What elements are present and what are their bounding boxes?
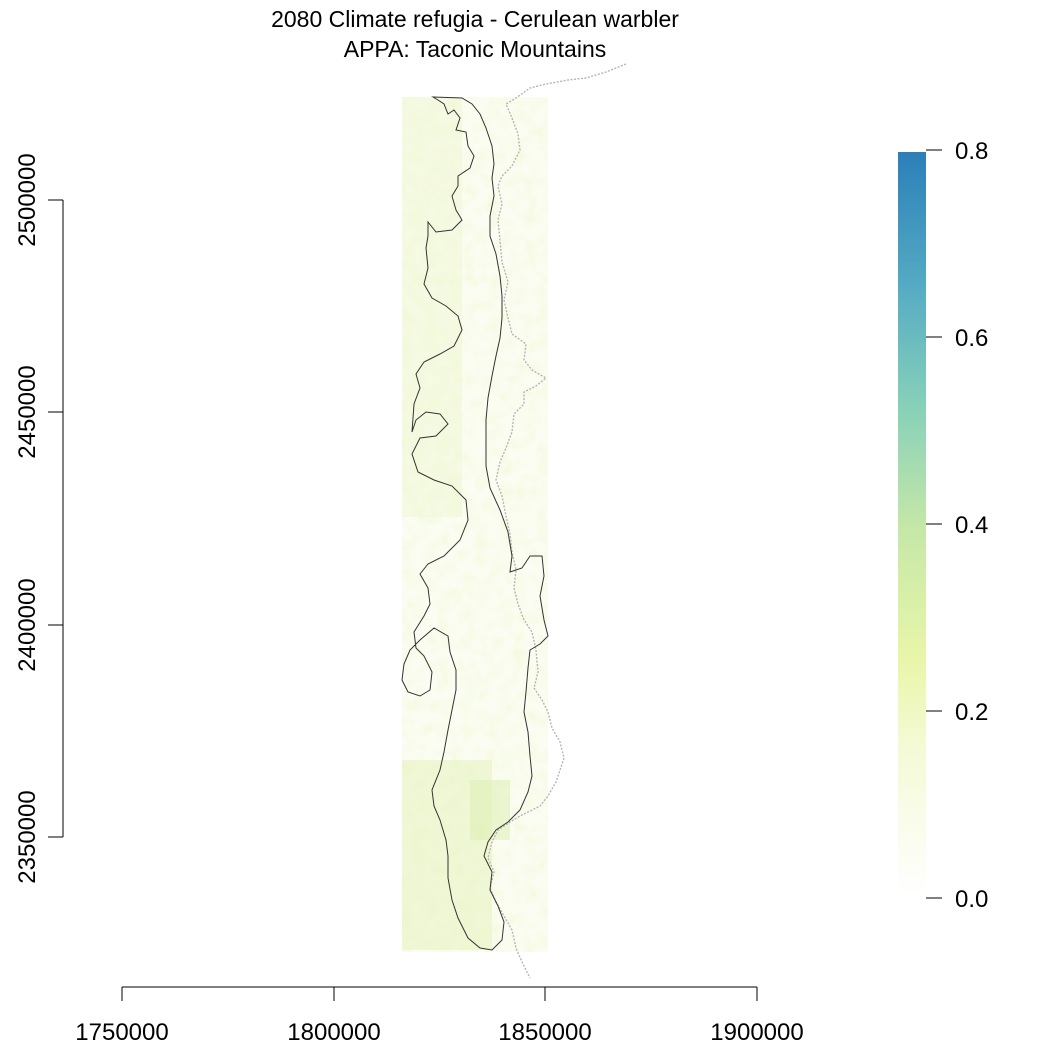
legend-label-0.0: 0.0 xyxy=(955,886,988,913)
x-tick-label-1750000: 1750000 xyxy=(75,1019,168,1046)
y-tick-label-2350000: 2350000 xyxy=(14,790,41,883)
legend-label-0.2: 0.2 xyxy=(955,699,988,726)
y-tick-label-2400000: 2400000 xyxy=(14,578,41,671)
legend-label-0.6: 0.6 xyxy=(955,325,988,352)
refugia-raster xyxy=(402,97,548,952)
map-title: 2080 Climate refugia - Cerulean warbler xyxy=(271,6,679,32)
x-axis xyxy=(121,986,758,1001)
map-subtitle: APPA: Taconic Mountains xyxy=(343,36,607,62)
legend-label-0.8: 0.8 xyxy=(955,138,988,165)
x-tick-label-1800000: 1800000 xyxy=(287,1019,380,1046)
y-tick-label-2500000: 2500000 xyxy=(14,153,41,246)
state-boundary-line xyxy=(487,63,627,979)
appa-boundary-outline xyxy=(401,96,549,951)
x-tick-label-1900000: 1900000 xyxy=(710,1019,803,1046)
y-tick-label-2450000: 2450000 xyxy=(14,365,41,458)
x-tick-label-1850000: 1850000 xyxy=(498,1019,591,1046)
legend-ticks xyxy=(926,149,942,899)
legend-color-bar xyxy=(898,152,926,898)
y-axis xyxy=(48,199,64,838)
legend-label-0.4: 0.4 xyxy=(955,512,988,539)
